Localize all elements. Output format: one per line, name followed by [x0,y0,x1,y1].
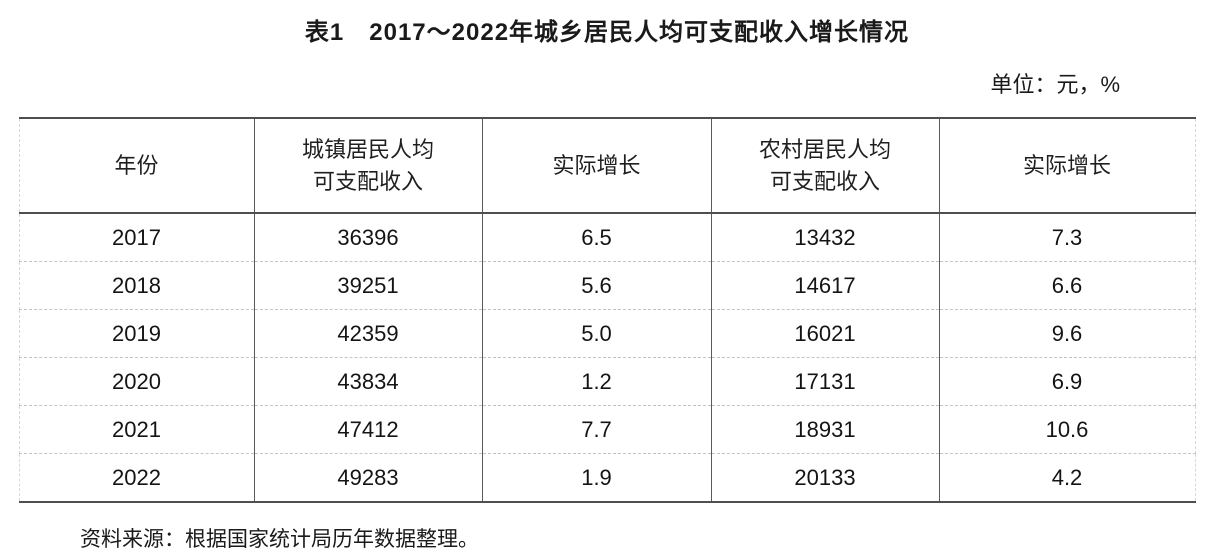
table-cell: 43834 [253,357,483,406]
table-cell: 36396 [253,213,483,262]
table-cell: 2018 [18,261,255,310]
source-note: 资料来源：根据国家统计局历年数据整理。 [80,528,479,551]
column-header-year: 年份 [18,118,255,214]
table-row: 2019 42359 5.0 16021 9.6 [18,309,1196,358]
table-row: 2020 43834 1.2 17131 6.9 [18,357,1196,406]
table-cell: 2022 [18,453,255,503]
table-row: 2017 36396 6.5 13432 7.3 [18,213,1196,262]
column-header-rural-income: 农村居民人均 可支配收入 [710,118,940,214]
table-cell: 2019 [18,309,255,358]
table-cell: 16021 [710,309,940,358]
table-cell: 1.2 [481,357,712,406]
table-header-row: 年份 城镇居民人均 可支配收入 实际增长 农村居民人均 可支配收入 实际增长 [18,118,1196,214]
table-cell: 20133 [710,453,940,503]
table-cell: 7.3 [938,213,1196,262]
table-cell: 18931 [710,405,940,454]
table-cell: 49283 [253,453,483,503]
table-cell: 1.9 [481,453,712,503]
column-header-urban-income: 城镇居民人均 可支配收入 [253,118,483,214]
table-cell: 5.6 [481,261,712,310]
unit-label: 单位：元，% [990,72,1120,97]
table-cell: 2021 [18,405,255,454]
table-cell: 10.6 [938,405,1196,454]
column-header-rural-growth: 实际增长 [938,118,1196,214]
table-cell: 2017 [18,213,255,262]
table-title: 表1 2017～2022年城乡居民人均可支配收入增长情况 [304,19,910,46]
table-cell: 14617 [710,261,940,310]
table-cell: 9.6 [938,309,1196,358]
table-row: 2018 39251 5.6 14617 6.6 [18,261,1196,310]
table-cell: 4.2 [938,453,1196,503]
table-row: 2022 49283 1.9 20133 4.2 [18,453,1196,503]
income-table: 年份 城镇居民人均 可支配收入 实际增长 农村居民人均 可支配收入 实际增长 2… [18,117,1196,503]
column-header-urban-growth: 实际增长 [481,118,712,214]
table-cell: 47412 [253,405,483,454]
table-cell: 17131 [710,357,940,406]
table-row: 2021 47412 7.7 18931 10.6 [18,405,1196,454]
table-cell: 39251 [253,261,483,310]
table-cell: 6.9 [938,357,1196,406]
table-cell: 13432 [710,213,940,262]
table-cell: 5.0 [481,309,712,358]
table-cell: 6.5 [481,213,712,262]
table-cell: 42359 [253,309,483,358]
table-cell: 2020 [18,357,255,406]
table-cell: 7.7 [481,405,712,454]
table-cell: 6.6 [938,261,1196,310]
table-body: 2017 36396 6.5 13432 7.3 2018 39251 5.6 14617 6.6… [18,213,1196,503]
